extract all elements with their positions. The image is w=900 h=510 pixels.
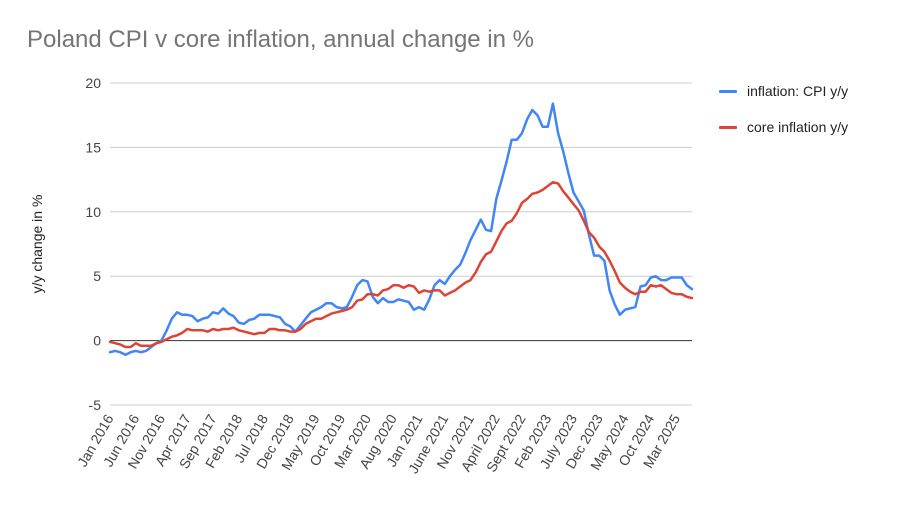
series-line-core [108, 180, 694, 349]
legend: inflation: CPI y/y core inflation y/y [719, 73, 848, 145]
series-line-cpi [108, 102, 694, 357]
y-axis-label: y/y change in % [29, 195, 45, 294]
legend-item-cpi[interactable]: inflation: CPI y/y [719, 73, 848, 109]
legend-label-cpi: inflation: CPI y/y [747, 83, 849, 99]
y-tick-label: -5 [89, 397, 102, 413]
legend-swatch-core [719, 125, 737, 129]
y-tick-label: 0 [93, 333, 101, 349]
legend-swatch-cpi [719, 89, 737, 93]
y-tick-label: 5 [93, 268, 101, 284]
y-tick-label: 20 [85, 75, 101, 91]
y-tick-label: 15 [85, 139, 101, 155]
y-tick-label: 10 [85, 204, 101, 220]
legend-label-core: core inflation y/y [747, 119, 849, 135]
legend-item-core[interactable]: core inflation y/y [719, 109, 848, 145]
chart-title: Poland CPI v core inflation, annual chan… [27, 26, 534, 53]
